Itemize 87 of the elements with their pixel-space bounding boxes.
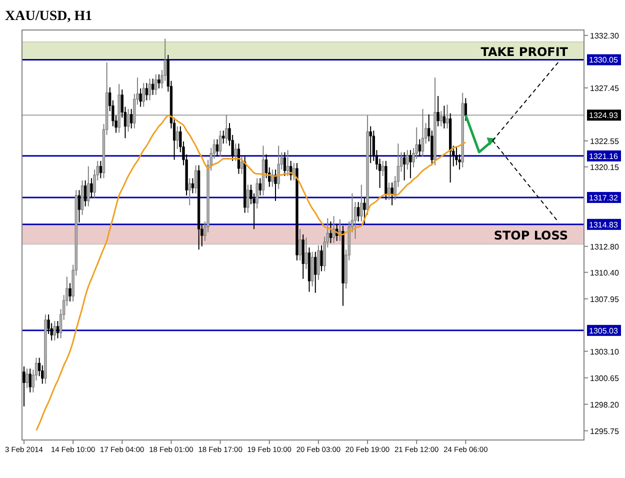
y-tick-label: 1310.40 [590,268,620,278]
candlestick [99,160,102,179]
candlestick [237,143,240,174]
ref-line-label: 1314.83 [589,220,618,230]
candlestick [80,180,84,216]
candlestick [53,320,56,341]
candlestick [440,110,442,127]
candlestick [256,178,258,209]
candlestick [406,150,409,170]
candlestick [142,82,145,108]
candlestick [176,126,179,150]
y-tick-label: 1298.20 [590,400,620,410]
candlestick [314,251,317,294]
band-label: TAKE PROFIT [480,44,569,59]
candlestick [302,234,304,280]
y-tick-label: 1327.45 [590,84,620,93]
candlestick [409,150,412,179]
candlestick [286,150,290,177]
candlestick [87,166,90,207]
candlestick [234,143,237,162]
candlestick [154,74,158,96]
candlestick [329,220,332,244]
candlestick [436,95,440,127]
candlestick [151,78,154,96]
candlestick [298,228,302,261]
candlestick [292,162,296,181]
y-tick-label: 1322.55 [590,136,620,146]
band-label: STOP LOSS [494,228,568,242]
candlestick [277,145,280,190]
candlestick [90,178,93,198]
candlestick [28,368,32,393]
candlestick [22,366,26,407]
candlestick [446,104,449,129]
y-tick-label: 1332.30 [590,31,620,40]
candlestick [78,190,81,224]
candlestick [390,182,394,206]
candlestick [84,180,87,207]
y-tick-label: 1312.80 [590,242,620,252]
candlestick [317,244,320,280]
candlestick [240,156,244,174]
candlestick [283,152,286,177]
candlestick [388,182,390,200]
candlestick [139,88,142,108]
ref-line-label: 1324.93 [589,111,618,120]
candlestick [442,105,446,129]
ref-line-label: 1321.16 [589,152,618,161]
candlestick [403,152,406,181]
candlestick [258,178,262,196]
candlestick [369,126,372,164]
candlestick [464,98,467,122]
candlestick [56,320,60,339]
candlestick [222,130,225,144]
candlestick [304,237,308,270]
y-tick-label: 1303.10 [590,347,620,356]
ref-line-label: 1305.03 [589,326,618,336]
candlestick [310,251,314,287]
candlestick [421,108,424,158]
candlestick [26,368,28,389]
candlestick [218,130,222,158]
candlestick [274,169,277,202]
candlestick [145,82,148,101]
candlestick [130,108,133,129]
candlestick [363,197,366,224]
y-tick-label: 1295.75 [590,426,620,436]
candlestick [216,138,219,158]
candlestick [356,202,360,222]
candlestick [148,78,152,101]
candlestick [225,114,228,144]
ref-line-label: 1317.32 [589,193,618,202]
candlestick [418,138,421,158]
ref-line-label: 1330.05 [589,56,618,65]
candlestick [455,146,458,166]
y-tick-label: 1307.95 [590,294,620,304]
candlestick [194,164,198,194]
candlestick [360,184,363,222]
y-tick-label: 1300.65 [590,374,620,383]
candlestick [191,178,194,194]
candlestick [246,184,250,214]
candlestick [68,282,72,302]
y-tick-label: 1320.15 [590,162,620,172]
candlestick [188,178,191,206]
candlestick [320,244,323,272]
candlestick [126,108,130,132]
candlestick [382,160,384,177]
line-series [36,114,466,432]
chart-title: XAU/USD, H1 [5,9,92,24]
candlestick [158,74,160,89]
